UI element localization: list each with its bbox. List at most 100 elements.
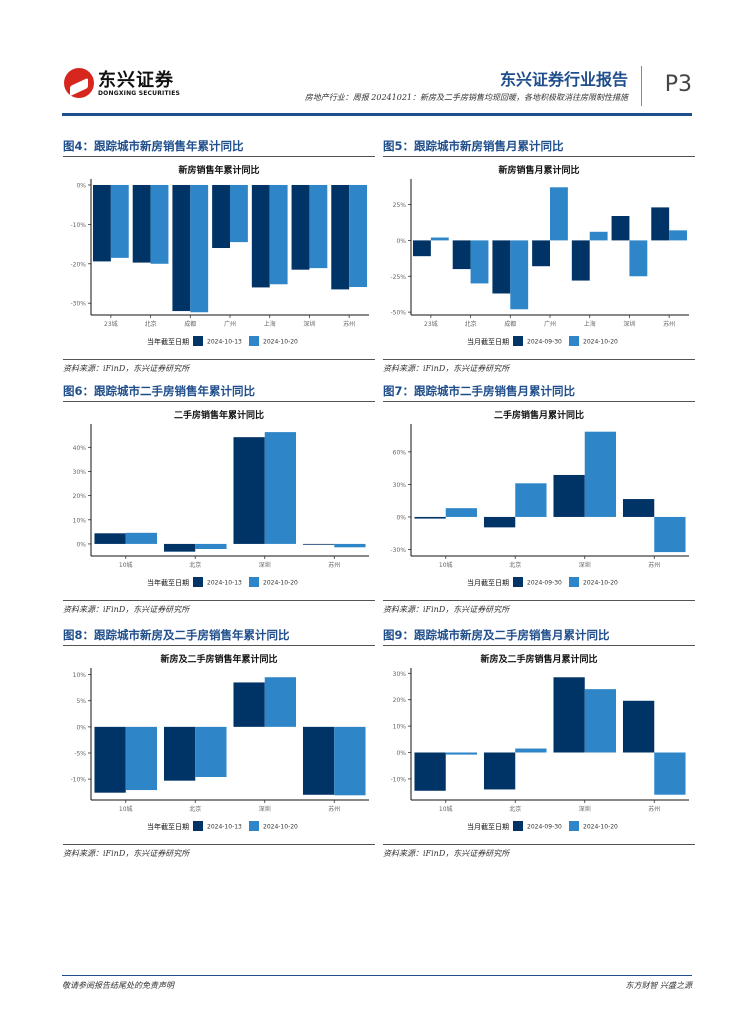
legend-title: 当年截至日期: [147, 822, 189, 831]
x-tick-label: 苏州: [648, 561, 660, 569]
legend-swatch: [249, 821, 259, 831]
figure-9: 图9：跟踪城市新房及二手房销售月累计同比 新房及二手房销售月累计同比 30% 20%…: [383, 627, 695, 859]
bar: [532, 240, 550, 267]
bar: [190, 184, 209, 313]
bar: [334, 543, 366, 548]
bar: [212, 184, 230, 249]
bar: [414, 752, 446, 791]
bar: [414, 516, 446, 519]
x-tick-label: 23城: [424, 321, 438, 328]
figure-bottom-rule: [63, 359, 375, 360]
figure-top-rule: [383, 645, 695, 646]
bar: [412, 240, 431, 257]
bar: [302, 543, 335, 545]
y-tick-label: -10%: [390, 776, 406, 783]
figure-top-rule: [383, 401, 695, 402]
figure-source: 资料来源：iFinD，东兴证券研究所: [63, 364, 190, 373]
figure-bottom-rule: [63, 600, 375, 601]
y-tick-label: -30%: [70, 301, 86, 308]
x-tick-label: 苏州: [328, 805, 340, 813]
chart-new-home-ytd: 新房销售年累计同比 0% -10% -20% -30% 23城 北京 成都 广州 上海 深圳 苏州当年…: [70, 164, 369, 346]
y-tick-label: -25%: [390, 274, 406, 281]
legend-label: 2024-10-20: [263, 580, 298, 587]
legend-title: 当月截至日期: [467, 822, 509, 831]
y-tick-label: 0%: [396, 514, 406, 521]
figure-5: 图5：跟踪城市新房销售月累计同比 新房销售月累计同比 25% 0% -25% -50% 2…: [383, 138, 695, 374]
figure-source: 资料来源：iFinD，东兴证券研究所: [63, 605, 190, 614]
bar: [94, 726, 126, 793]
bar: [132, 184, 151, 263]
figure-source: 资料来源：iFinD，东兴证券研究所: [383, 364, 510, 373]
y-tick-label: 10%: [73, 672, 87, 679]
legend-label: 2024-10-20: [583, 824, 618, 831]
x-tick-label: 苏州: [663, 320, 675, 328]
figure-top-rule: [63, 645, 375, 646]
y-tick-label: 0%: [396, 238, 406, 245]
report-title: 东兴证券行业报告: [499, 70, 628, 89]
x-tick-label: 苏州: [343, 320, 355, 328]
x-tick-label: 北京: [189, 805, 201, 813]
legend: 当年截至日期 2024-10-13 2024-10-20: [147, 821, 298, 831]
bar: [230, 184, 248, 243]
y-tick-label: 0%: [396, 750, 406, 757]
figure-source: 资料来源：iFinD，东兴证券研究所: [63, 849, 190, 858]
bar: [264, 677, 297, 727]
x-tick-label: 10城: [119, 806, 133, 813]
bar: [510, 240, 529, 310]
bar: [195, 543, 227, 549]
figure-top-rule: [63, 156, 375, 157]
x-tick-label: 北京: [145, 320, 157, 328]
bar: [430, 237, 449, 241]
legend: 当月截至日期 2024-09-30 2024-10-20: [467, 577, 618, 587]
x-tick-label: 苏州: [328, 561, 340, 569]
figure-title: 图4：跟踪城市新房销售年累计同比: [63, 139, 244, 153]
x-tick-label: 10城: [119, 562, 133, 569]
bar: [584, 689, 617, 753]
x-tick-label: 成都: [504, 320, 516, 328]
bar: [553, 677, 585, 753]
bar: [125, 532, 158, 544]
y-tick-label: 10%: [73, 517, 87, 524]
x-tick-label: 北京: [509, 561, 521, 569]
legend-label: 2024-10-13: [207, 339, 242, 346]
bar: [251, 184, 270, 288]
y-tick-label: 20%: [73, 493, 87, 500]
x-tick-label: 北京: [189, 561, 201, 569]
y-tick-label: 5%: [76, 698, 86, 705]
legend-title: 当年截至日期: [147, 337, 189, 346]
x-tick-label: 成都: [184, 320, 196, 328]
bar: [584, 431, 617, 517]
bar: [309, 184, 328, 269]
logo-icon: [64, 68, 94, 98]
figure-top-rule: [383, 156, 695, 157]
bar: [150, 184, 169, 264]
figure-title: 图8：跟踪城市新房及二手房销售年累计同比: [63, 628, 290, 642]
bar: [334, 726, 366, 796]
logo-text-en: DONGXING SECURITIES: [98, 90, 181, 97]
bar: [515, 483, 547, 517]
footer-slogan: 东方财智 兴盛之源: [625, 981, 692, 990]
chart-title: 新房及二手房销售年累计同比: [160, 653, 277, 665]
y-tick-label: 20%: [393, 697, 407, 704]
bar: [163, 726, 196, 781]
bar: [669, 230, 688, 241]
figure-bottom-rule: [383, 844, 695, 845]
y-tick-label: 40%: [73, 445, 87, 452]
x-tick-label: 广州: [544, 320, 556, 328]
x-tick-label: 上海: [584, 320, 596, 328]
legend-label: 2024-10-20: [583, 339, 618, 346]
legend-swatch: [513, 821, 523, 831]
x-tick-label: 上海: [264, 320, 276, 328]
bar: [589, 231, 608, 241]
legend-swatch: [513, 577, 523, 587]
chart-title: 二手房销售年累计同比: [174, 409, 264, 421]
bar: [125, 726, 158, 791]
bar: [553, 474, 585, 517]
legend-swatch: [513, 336, 523, 346]
bar: [492, 240, 511, 294]
y-tick-label: 30%: [393, 482, 407, 489]
legend-swatch: [193, 336, 203, 346]
y-tick-label: 30%: [393, 671, 407, 678]
chart-title: 新房销售年累计同比: [178, 164, 259, 176]
